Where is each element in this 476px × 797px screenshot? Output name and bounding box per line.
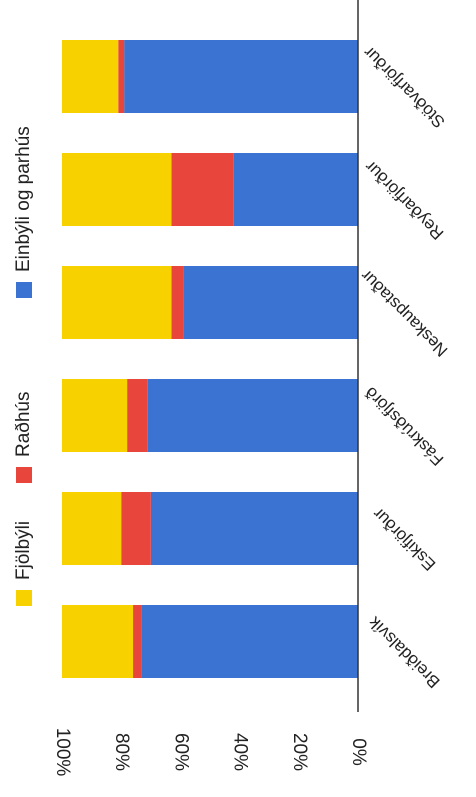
value-tick-label: 100%: [52, 728, 73, 777]
bar-segment: [62, 379, 128, 452]
legend-swatch: [16, 282, 32, 298]
bar-segment: [62, 492, 122, 565]
bar-segment: [62, 153, 172, 226]
bar-segment: [62, 40, 119, 113]
value-tick-label: 40%: [230, 733, 251, 771]
bars-group: [62, 40, 358, 678]
value-tick-label: 80%: [111, 733, 132, 771]
legend-label: Fjölbýli: [13, 521, 34, 580]
category-label: Breiðdalsvík: [364, 612, 443, 691]
value-tick-label: 20%: [289, 733, 310, 771]
bar-segment: [171, 266, 184, 339]
bar-segment: [147, 379, 358, 452]
category-label: Reyðarfjörður: [361, 157, 447, 243]
bar-segment: [150, 492, 358, 565]
value-tick-label: 60%: [170, 733, 191, 771]
bar-segment: [118, 40, 125, 113]
value-tick-labels: 0% 20% 40% 60% 80% 100%: [52, 728, 369, 777]
legend-label: Einbýli og parhús: [13, 126, 34, 272]
bar-segment: [124, 40, 358, 113]
bar-segment: [171, 153, 234, 226]
bar-segment: [141, 605, 358, 678]
category-label: Fáskrúðsfjörð: [361, 383, 447, 469]
bar-segment: [127, 379, 148, 452]
bar-segment: [233, 153, 358, 226]
bar-segment: [121, 492, 151, 565]
legend-swatch: [16, 467, 32, 483]
legend-label: Raðhús: [13, 392, 34, 458]
bar-segment: [183, 266, 358, 339]
bar-segment: [62, 605, 134, 678]
bar-segment: [133, 605, 142, 678]
value-tick-label: 0%: [348, 738, 369, 766]
category-label: Eskifjörður: [369, 504, 439, 574]
bar-segment: [62, 266, 172, 339]
category-label: Stöðvarfjörður: [360, 43, 449, 132]
category-label: Neskaupstaður: [357, 266, 452, 361]
legend: Einbýli og parhús Raðhús Fjölbýli: [13, 126, 34, 606]
legend-swatch: [16, 590, 32, 606]
category-labels: Breiðdalsvík Eskifjörður Fáskrúðsfjörð Nesk…: [357, 43, 452, 692]
